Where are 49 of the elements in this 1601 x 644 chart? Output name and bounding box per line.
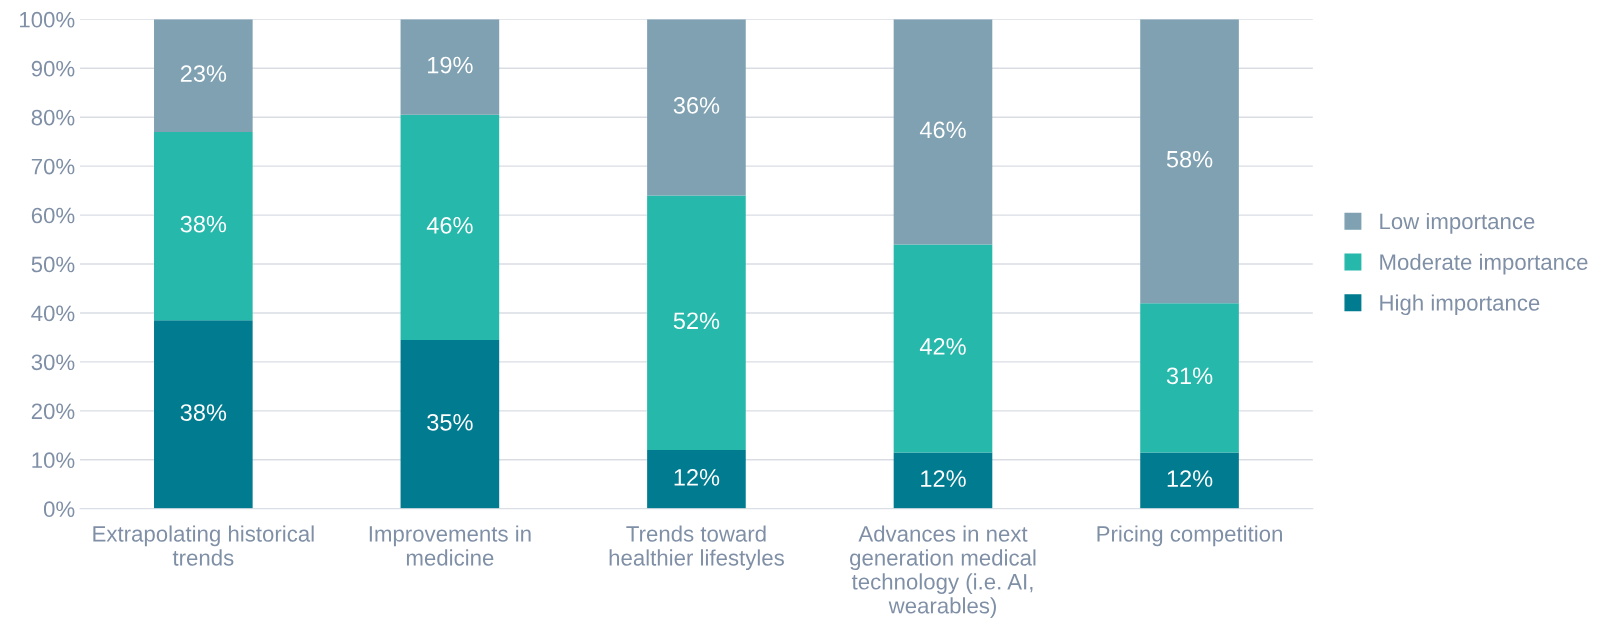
- legend-label: High importance: [1380, 294, 1540, 316]
- data-label: 31%: [1166, 367, 1213, 385]
- y-tick-label: 70%: [31, 158, 75, 175]
- legend-label: Moderate importance: [1380, 253, 1588, 275]
- data-label: 36%: [673, 97, 720, 114]
- bar: [647, 450, 746, 509]
- bar: [400, 19, 500, 115]
- bar: [400, 114, 500, 340]
- bar: [154, 19, 253, 132]
- x-tick-label: Advances in next generation medical technology (i.e. AI, wearables): [850, 525, 1036, 618]
- data-label: 58%: [1166, 150, 1213, 168]
- y-tick-label: 60%: [31, 207, 75, 224]
- x-tick-label: Pricing competition: [1097, 525, 1282, 547]
- bar: [154, 131, 253, 321]
- data-label: 12%: [1167, 470, 1213, 487]
- x-tick-label: Improvements in medicine: [369, 525, 531, 566]
- data-label: 12%: [674, 469, 720, 486]
- data-label: 46%: [919, 121, 966, 139]
- bar: [893, 19, 993, 245]
- bar: [400, 339, 500, 509]
- bar: [154, 320, 253, 509]
- y-tick-label: 40%: [31, 305, 75, 322]
- bar: [1140, 303, 1239, 453]
- bar: [647, 195, 746, 451]
- bar: [1140, 452, 1239, 509]
- bar: [1140, 19, 1239, 304]
- y-tick-label: 90%: [31, 60, 75, 77]
- data-label: 38%: [180, 404, 227, 421]
- y-tick-label: 0%: [43, 501, 75, 518]
- y-tick-label: 20%: [31, 403, 75, 420]
- y-tick-label: 50%: [31, 256, 75, 273]
- data-label: 38%: [180, 215, 227, 233]
- y-tick-label: 30%: [31, 354, 75, 371]
- bar: [647, 19, 746, 196]
- x-tick-label: Trends toward healthier lifestyles: [609, 525, 784, 571]
- data-label: 52%: [673, 312, 720, 330]
- y-tick-label: 80%: [31, 109, 75, 126]
- data-label: 23%: [180, 65, 227, 82]
- data-label: 12%: [921, 470, 966, 487]
- bar: [893, 244, 993, 453]
- bar: [893, 452, 993, 509]
- x-tick-label: Extrapolating historical trends: [93, 525, 314, 566]
- data-label: 35%: [427, 413, 473, 431]
- y-tick-label: 100%: [20, 11, 75, 28]
- y-tick-label: 10%: [32, 452, 75, 469]
- data-label: 19%: [428, 56, 473, 74]
- legend-label: Low importance: [1380, 212, 1535, 234]
- data-label: 46%: [426, 216, 473, 234]
- data-label: 42%: [919, 338, 966, 355]
